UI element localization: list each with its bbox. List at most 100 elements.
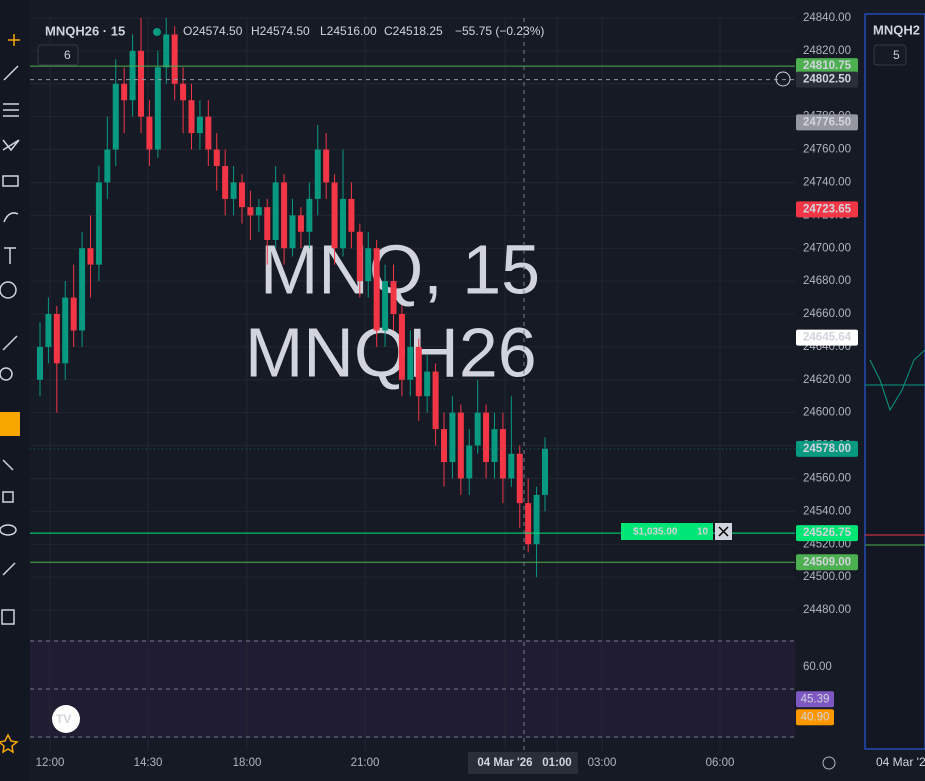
tv-logo-text: TV: [56, 712, 71, 726]
side-candles: [865, 349, 925, 412]
candle-body: [542, 448, 548, 495]
y-tick-label: 24660.00: [803, 308, 851, 320]
position-pnl: $1,035.00: [633, 527, 678, 538]
magnet-tool[interactable]: [0, 412, 20, 436]
y-tick-label: 24840.00: [803, 12, 851, 24]
candle-body: [314, 149, 321, 199]
watermark: MNQH26: [245, 313, 537, 391]
candle-body: [37, 346, 43, 380]
candle-body: [239, 182, 245, 208]
tv-logo[interactable]: [52, 705, 80, 733]
candle-body: [272, 182, 279, 240]
close-icon: [718, 526, 729, 537]
lock-tool[interactable]: [2, 491, 14, 503]
candle-body: [222, 166, 229, 199]
rsi-tag: [796, 691, 834, 708]
y-tick-label: 24540.00: [803, 505, 851, 517]
candle-body: [163, 34, 170, 68]
candle-body: [457, 412, 464, 479]
link-tool[interactable]: [2, 562, 16, 576]
forecast-tool[interactable]: [2, 175, 19, 187]
y-tick-label: 24700.00: [803, 242, 851, 254]
y-tick-label: 24740.00: [803, 176, 851, 188]
candle-body: [474, 412, 481, 446]
y-tick-label: 24760.00: [803, 144, 851, 156]
x-tick-label: 12:00: [36, 757, 65, 769]
favorites-tool[interactable]: [0, 733, 19, 754]
candle-body: [398, 314, 405, 380]
ohlc-high: H24574.50: [251, 24, 310, 38]
price-tag: [796, 201, 858, 218]
price-tag: [796, 114, 858, 131]
ruler-tool[interactable]: [2, 335, 18, 351]
candle-body: [432, 371, 439, 430]
time-highlight: [468, 752, 578, 774]
candle-body: [525, 503, 532, 545]
position-box[interactable]: [621, 523, 713, 540]
candle-body: [45, 314, 52, 347]
candle-body: [154, 67, 161, 150]
candle-body: [449, 412, 456, 462]
price-tag: [796, 58, 858, 75]
lock-draw-tool[interactable]: [2, 459, 14, 471]
line-tool[interactable]: [3, 65, 19, 81]
candle-body: [289, 215, 296, 249]
symbol[interactable]: MNQH26 · 15: [45, 23, 125, 38]
trash-tool[interactable]: [1, 609, 15, 625]
candle-body: [348, 198, 355, 232]
price-tag-label: 24776.50: [803, 116, 851, 128]
candle-body: [508, 453, 515, 479]
price-tag-label: 24802.50: [803, 74, 851, 86]
candle-body: [264, 207, 271, 240]
candle-body: [491, 429, 498, 462]
brush-tool[interactable]: [3, 212, 19, 223]
price-tag-label: 24509.00: [803, 556, 851, 568]
candle-body: [79, 248, 86, 331]
add-button[interactable]: [775, 71, 791, 87]
rsi-panel: [30, 640, 795, 738]
candle-body: [104, 149, 111, 183]
candle-body: [121, 83, 128, 101]
price-tag: [796, 525, 858, 542]
rsi-tag-label: 40.90: [801, 711, 830, 723]
candle-body: [466, 445, 473, 479]
candle-body: [340, 198, 346, 249]
candle-body: [331, 182, 338, 249]
x-tick-label: 03:00: [588, 757, 617, 769]
side-indicator-toggle[interactable]: [873, 44, 907, 66]
text-tool[interactable]: [4, 247, 16, 264]
visibility-tool[interactable]: [0, 524, 17, 536]
status-dot: [153, 28, 161, 36]
fib-tool[interactable]: [3, 103, 19, 117]
x-tick-label: 01:00: [542, 757, 571, 769]
y-tick-label: 24620.00: [803, 374, 851, 386]
x-tick-label: 14:30: [134, 757, 163, 769]
ohlc-open: O24574.50: [183, 24, 243, 38]
rsi-tag-label: 45.39: [801, 693, 830, 705]
emoji-tool[interactable]: [0, 281, 17, 299]
indicator-count: 6: [64, 48, 71, 62]
candle-body: [516, 453, 523, 504]
candle-body: [247, 207, 254, 216]
y-tick-label: 24600.00: [803, 407, 851, 419]
candle-body: [323, 149, 330, 183]
watermark: MNQ, 15: [260, 230, 540, 308]
x-tick-label: 04 Mar '26: [477, 757, 532, 769]
candle-body: [306, 198, 313, 232]
candle-body: [188, 100, 195, 134]
price-tag: [796, 71, 858, 88]
candle-body: [483, 412, 490, 462]
pattern-tool[interactable]: [2, 139, 20, 152]
candle-body: [533, 494, 540, 545]
price-axis: 24480.00 24500.00 24520.00 24540.00 24560.00…: [796, 12, 858, 726]
candle-body: [112, 83, 119, 150]
settings-button[interactable]: [822, 756, 836, 770]
price-tag-label: 24578.00: [803, 443, 851, 455]
crosshair-tool[interactable]: [8, 34, 20, 46]
indicator-toggle[interactable]: [37, 44, 79, 66]
candle-body: [138, 50, 144, 117]
candle-body: [424, 371, 431, 397]
zoom-tool[interactable]: [0, 367, 13, 381]
position-qty: 10: [697, 527, 709, 538]
toolbar: [0, 0, 30, 781]
